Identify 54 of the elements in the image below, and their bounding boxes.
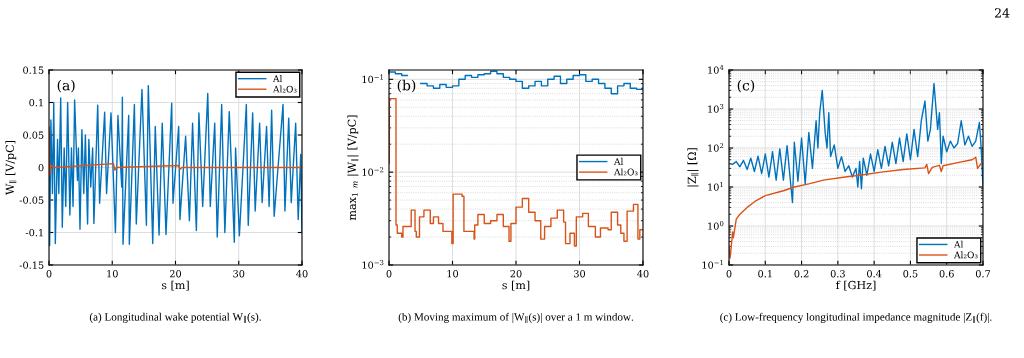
x-axis-title: s [m] bbox=[161, 280, 189, 291]
line-series bbox=[729, 82, 983, 204]
text: 24 bbox=[994, 8, 1010, 18]
y-tick-label: 10$^{2}$ bbox=[708, 143, 724, 152]
legend-label: Al bbox=[272, 74, 283, 82]
legend-label: Al bbox=[953, 240, 964, 248]
y-axis-title: |Z$_{∥}$| [Ω] bbox=[687, 148, 699, 187]
x-tick-label: 30 bbox=[233, 270, 245, 278]
legend-label: Al₂O₃ bbox=[272, 85, 297, 93]
y-tick-label: -0.1 bbox=[25, 228, 43, 237]
y-tick-label: 0.15 bbox=[23, 66, 44, 74]
y-tick-label: -0.05 bbox=[19, 196, 44, 204]
x-tick-label: 0.2 bbox=[794, 270, 809, 278]
x-tick-label: 0.1 bbox=[758, 270, 772, 278]
x-tick-label: 0.7 bbox=[975, 270, 991, 278]
x-tick-label: 0.3 bbox=[830, 270, 845, 278]
text: (b) Moving maximum of |W$_{∥}$(s)| over a 1 m window. bbox=[398, 312, 634, 324]
y-tick-label: -0.15 bbox=[19, 261, 44, 269]
y-tick-label: 0.1 bbox=[29, 98, 43, 107]
x-tick-label: 0.5 bbox=[903, 270, 918, 278]
y-tick-label: 10$^{−1}$ bbox=[362, 74, 383, 84]
x-tick-label: 0 bbox=[386, 270, 392, 278]
legend-label: Al bbox=[613, 157, 624, 165]
annotation: (a) bbox=[57, 79, 75, 93]
x-tick-label: 40 bbox=[296, 270, 308, 278]
x-tick-label: 0 bbox=[726, 270, 732, 278]
y-tick-label: 10$^{4}$ bbox=[708, 65, 724, 74]
x-tick-label: 10 bbox=[447, 270, 459, 278]
legend-label: Al₂O₃ bbox=[953, 251, 978, 259]
y-axis-title: W$_{∥}$ [V/pC] bbox=[5, 140, 17, 195]
x-tick-label: 0.6 bbox=[939, 270, 954, 278]
x-tick-label: 0.4 bbox=[867, 270, 882, 278]
x-axis-title: f [GHz] bbox=[836, 280, 876, 291]
y-tick-label: 10$^{3}$ bbox=[708, 104, 724, 113]
y-tick-label: 0.05 bbox=[23, 131, 44, 139]
y-tick-label: 10$^{−2}$ bbox=[362, 167, 384, 176]
x-tick-label: 0 bbox=[46, 270, 52, 278]
y-tick-label: 10$^{0}$ bbox=[708, 221, 724, 230]
x-tick-label: 20 bbox=[169, 270, 182, 278]
annotation: (c) bbox=[737, 79, 755, 93]
x-tick-label: 40 bbox=[637, 270, 649, 278]
y-tick-label: 10$^{−3}$ bbox=[362, 260, 384, 269]
x-tick-label: 30 bbox=[574, 270, 586, 278]
x-tick-label: 10 bbox=[107, 270, 118, 278]
x-axis-title: s [m] bbox=[502, 280, 530, 291]
y-tick-label: 0 bbox=[38, 163, 44, 172]
y-tick-label: 10$^{1}$ bbox=[708, 182, 723, 191]
x-tick-label: 20 bbox=[510, 270, 522, 278]
text: (a) Longitudinal wake potential W$_{∥}$(s). bbox=[89, 312, 261, 324]
text: (c) Low-frequency longitudinal impedance magnitude |Z$_{∥}$(f)|. bbox=[720, 312, 992, 324]
y-axis-title: max$_{1 m}$ |W$_{∥}$| [V/pC] bbox=[347, 115, 359, 221]
y-tick-label: 10$^{−1}$ bbox=[702, 260, 723, 269]
annotation: (b) bbox=[397, 79, 416, 93]
legend-label: Al₂O₃ bbox=[613, 168, 638, 176]
